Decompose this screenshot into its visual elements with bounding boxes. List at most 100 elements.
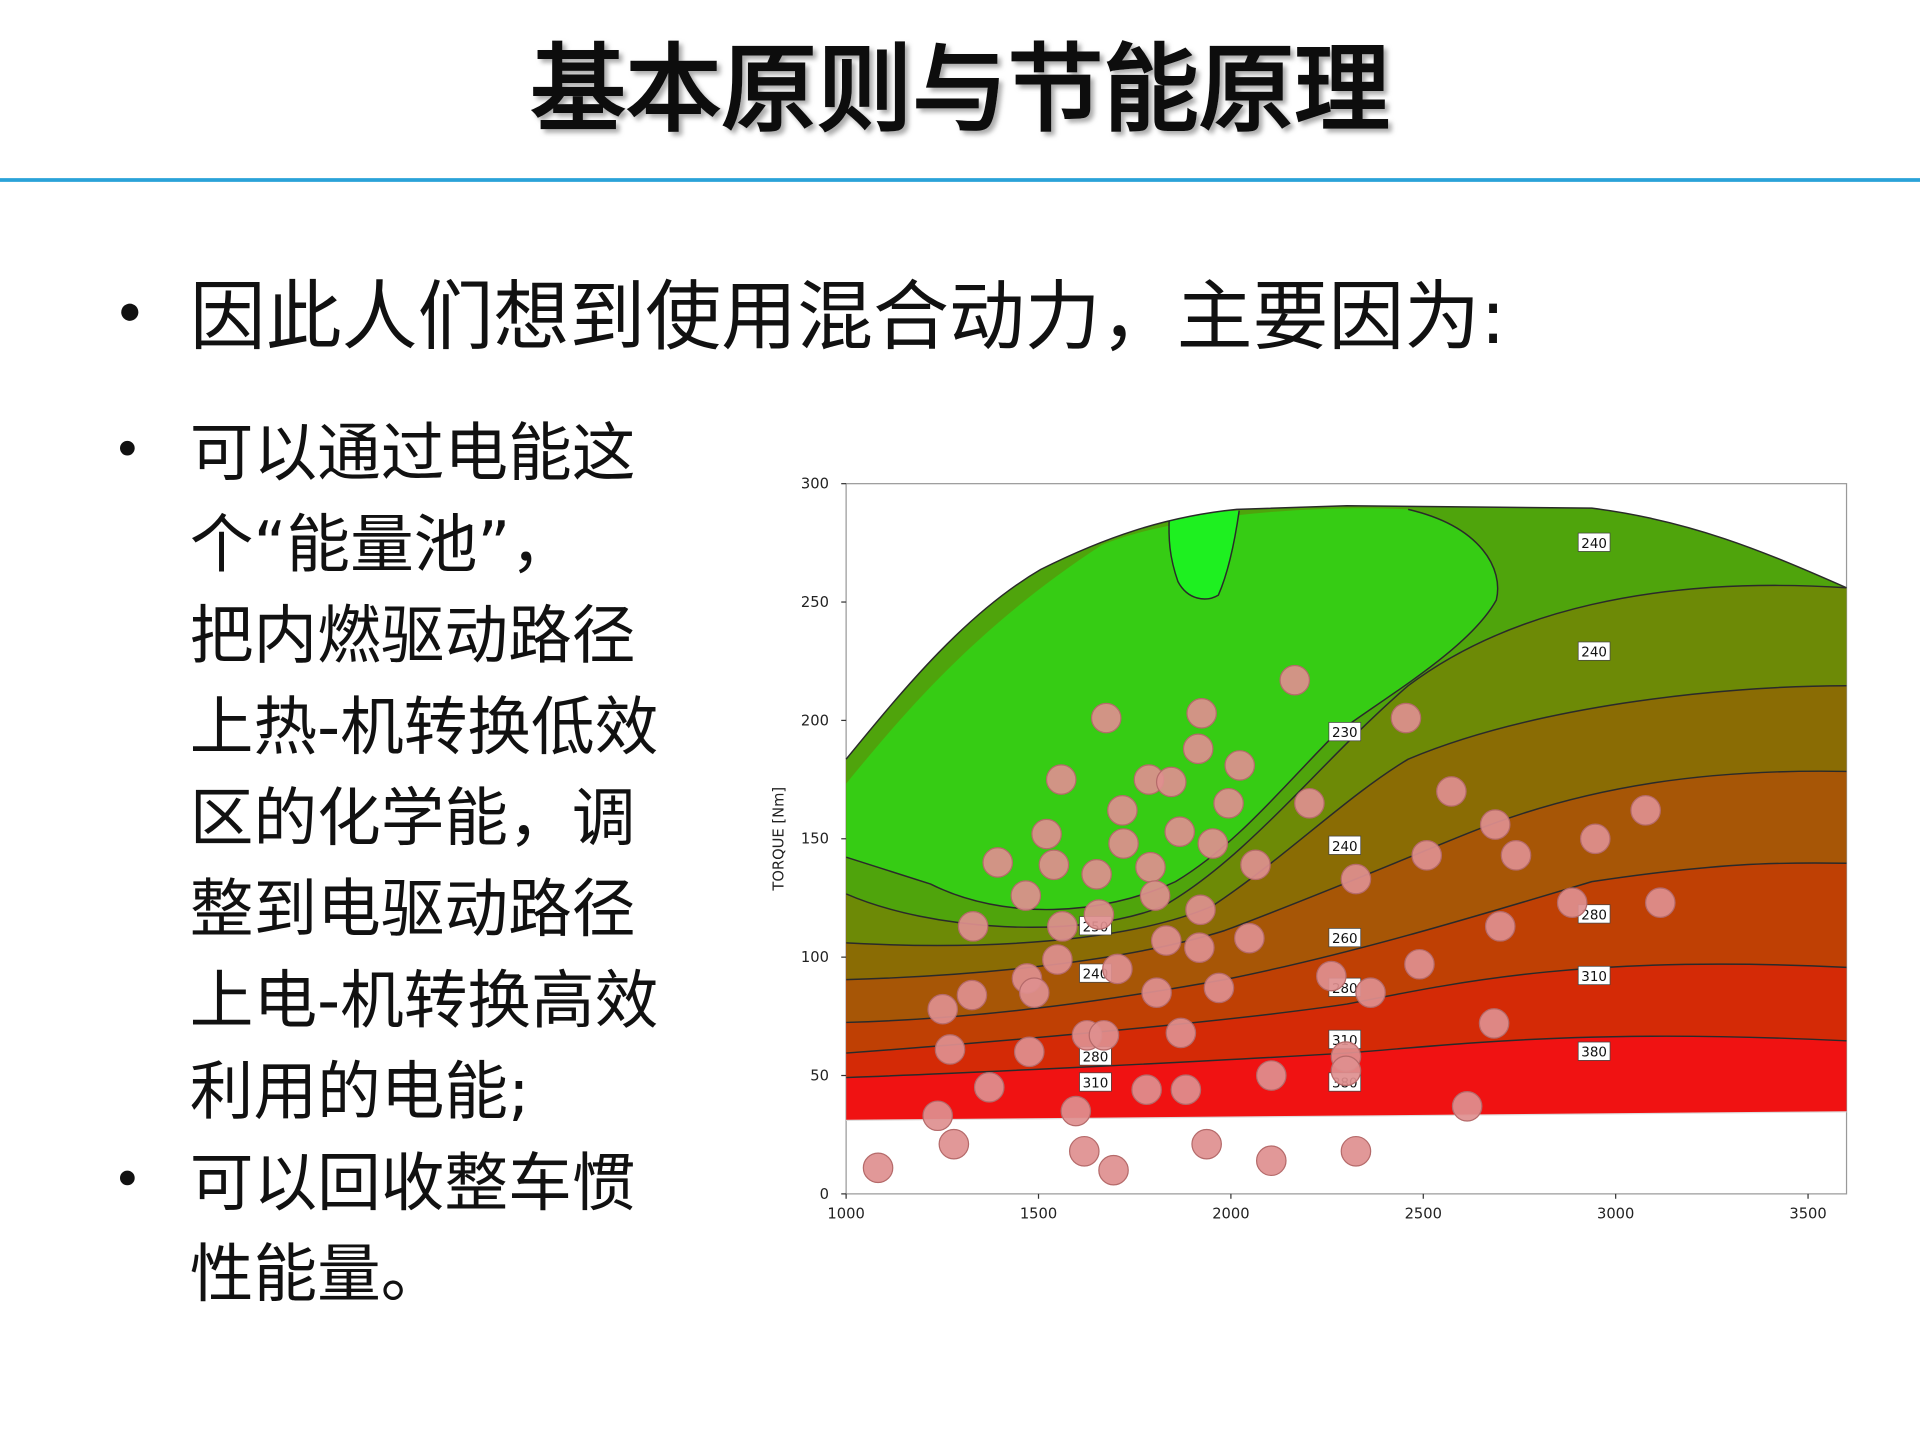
contour-label: 280 bbox=[1581, 908, 1607, 923]
contour-label: 260 bbox=[1332, 932, 1358, 947]
contour-label: 240 bbox=[1083, 968, 1109, 983]
operating-point bbox=[1102, 953, 1133, 985]
operating-point bbox=[1182, 733, 1214, 765]
operating-point bbox=[1436, 776, 1467, 807]
operating-point bbox=[1107, 795, 1138, 826]
operating-point bbox=[1294, 787, 1325, 819]
contour-label: 240 bbox=[1581, 537, 1607, 552]
operating-point bbox=[1203, 972, 1235, 1004]
operating-point bbox=[957, 911, 989, 942]
operating-point bbox=[1139, 880, 1171, 911]
contour-label: 380 bbox=[1581, 1046, 1607, 1061]
operating-point bbox=[1390, 702, 1422, 734]
contour-label: 310 bbox=[1581, 970, 1607, 985]
y-tick-label: 0 bbox=[820, 1186, 829, 1203]
operating-point bbox=[1404, 948, 1435, 980]
full-load-curve bbox=[845, 504, 1847, 760]
contour-label: 230 bbox=[1332, 726, 1358, 741]
bullet-text: 因此人们想到使用混合动力，主要因为: bbox=[190, 273, 1506, 361]
operating-point bbox=[1213, 787, 1244, 819]
contour-label: 240 bbox=[1332, 840, 1358, 855]
operating-point bbox=[982, 847, 1014, 878]
operating-point bbox=[1556, 887, 1588, 919]
bullet-line: 区的化学能，调 bbox=[190, 782, 636, 856]
operating-point bbox=[1060, 1095, 1092, 1127]
operating-point bbox=[1010, 880, 1042, 911]
operating-point bbox=[1316, 960, 1347, 992]
operating-point bbox=[1479, 809, 1511, 840]
bullet-dot bbox=[121, 303, 139, 321]
operating-point bbox=[1083, 899, 1115, 930]
bullet-line: 个“能量池”， bbox=[190, 508, 574, 582]
operating-point bbox=[927, 993, 959, 1025]
y-tick-label: 200 bbox=[801, 712, 829, 729]
contour-label: 240 bbox=[1581, 646, 1607, 661]
contour-label-box bbox=[1079, 1072, 1112, 1092]
bullet-line: 可以回收整车惯 bbox=[190, 1147, 636, 1221]
operating-point bbox=[1135, 851, 1166, 883]
operating-point bbox=[1090, 702, 1122, 734]
contour-label-box bbox=[1577, 965, 1611, 986]
operating-point bbox=[973, 1072, 1005, 1103]
bullet-line: 上热-机转换低效 bbox=[190, 691, 659, 765]
slide-title: 基本原则与节能原理 bbox=[530, 33, 1390, 145]
operating-point bbox=[1451, 1090, 1483, 1122]
x-tick-label: 3500 bbox=[1789, 1205, 1826, 1222]
bullet-line: 利用的电能; bbox=[190, 1056, 530, 1130]
operating-point bbox=[862, 1152, 894, 1184]
operating-point bbox=[1630, 795, 1661, 826]
operating-point bbox=[1330, 1055, 1362, 1087]
operating-point bbox=[1081, 858, 1112, 890]
bullet-dot bbox=[120, 1170, 135, 1186]
operating-point bbox=[1018, 977, 1050, 1008]
operating-point bbox=[938, 1128, 970, 1160]
operating-point bbox=[1047, 911, 1078, 942]
bullet-dot bbox=[120, 440, 135, 456]
operating-point bbox=[1191, 1128, 1222, 1160]
operating-point bbox=[1234, 922, 1265, 954]
bullet-line: 可以通过电能这 bbox=[190, 417, 636, 491]
operating-point bbox=[1411, 840, 1443, 871]
bullet-line: 性能量。 bbox=[190, 1238, 445, 1312]
y-tick-label: 250 bbox=[801, 594, 829, 611]
operating-point bbox=[1150, 925, 1182, 956]
y-axis-label: TORQUE [Nm] bbox=[771, 787, 788, 892]
operating-point bbox=[922, 1100, 954, 1132]
operating-point bbox=[1164, 816, 1196, 847]
contour-label-box bbox=[1577, 532, 1611, 552]
operating-point bbox=[1186, 697, 1217, 729]
operating-point bbox=[1013, 1036, 1045, 1068]
operating-point bbox=[1098, 1154, 1129, 1186]
contour-label-box bbox=[1577, 641, 1611, 661]
bullet-line: 整到电驱动路径 bbox=[190, 873, 636, 947]
chart: TORQUE [Nm] 0 50 100 150 200 250 300 1000 1500 20… bbox=[771, 476, 1848, 1222]
operating-point bbox=[1224, 750, 1256, 781]
contour-label-box bbox=[1328, 928, 1362, 948]
operating-point bbox=[1045, 764, 1077, 795]
operating-point bbox=[1184, 932, 1215, 963]
y-tick-label: 300 bbox=[801, 476, 829, 493]
operating-point bbox=[1031, 818, 1062, 850]
operating-point bbox=[1141, 977, 1172, 1008]
operating-point bbox=[1484, 911, 1516, 942]
y-tick-label: 100 bbox=[801, 949, 829, 966]
contour-label-box bbox=[1328, 835, 1362, 855]
operating-point bbox=[1355, 977, 1386, 1008]
operating-point bbox=[1579, 823, 1611, 855]
contour-label-box bbox=[1577, 1041, 1611, 1061]
operating-point bbox=[1170, 1074, 1202, 1106]
operating-point bbox=[1197, 828, 1229, 859]
x-tick-label: 1000 bbox=[827, 1205, 864, 1222]
operating-point bbox=[1088, 1019, 1120, 1051]
map-bottom bbox=[846, 1111, 1847, 1122]
operating-point bbox=[1038, 849, 1070, 881]
operating-point bbox=[1108, 828, 1139, 859]
bullet-line: 上电-机转换高效 bbox=[190, 964, 659, 1038]
operating-point bbox=[1042, 944, 1073, 975]
x-tick-label: 2000 bbox=[1212, 1205, 1249, 1222]
operating-point bbox=[1255, 1060, 1287, 1091]
operating-point bbox=[956, 979, 988, 1011]
operating-point bbox=[934, 1034, 966, 1065]
